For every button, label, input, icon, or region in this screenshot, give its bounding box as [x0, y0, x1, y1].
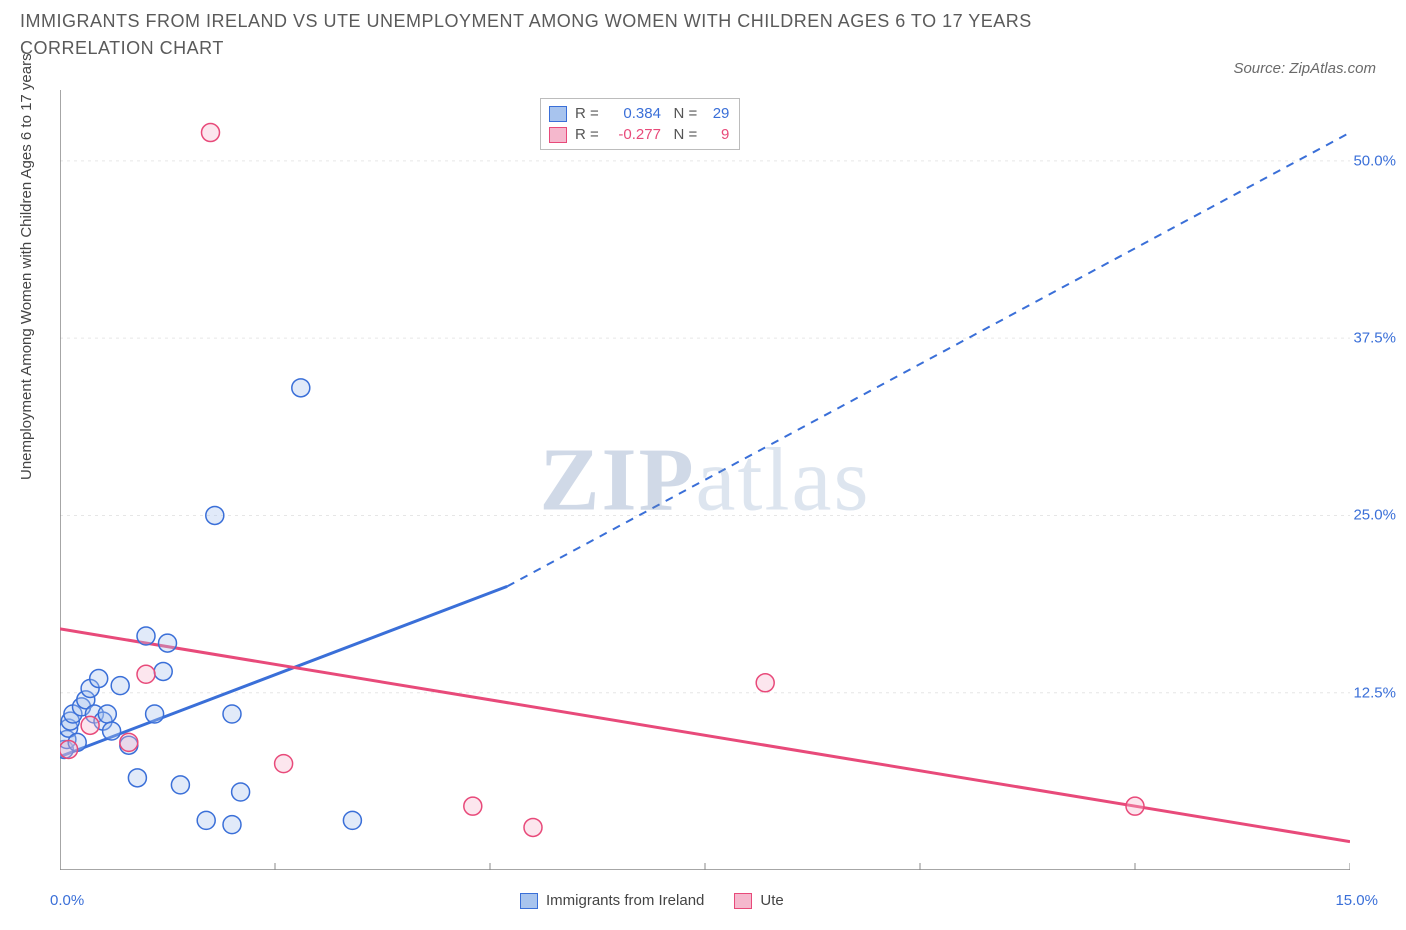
y-tick-label: 50.0% — [1353, 152, 1396, 169]
legend-swatch — [520, 893, 538, 909]
y-tick-label: 12.5% — [1353, 684, 1396, 701]
legend-stats: R = 0.384 N = 29 — [575, 103, 729, 124]
source-label: Source: ZipAtlas.com — [1233, 60, 1376, 77]
scatter-plot: ZIPatlas — [60, 90, 1350, 870]
y-tick-label: 25.0% — [1353, 507, 1396, 524]
chart-title: IMMIGRANTS FROM IRELAND VS UTE UNEMPLOYM… — [20, 8, 1120, 62]
x-axis-max-label: 15.0% — [1335, 892, 1378, 909]
legend-item: Ute — [734, 892, 783, 909]
legend-swatch — [734, 893, 752, 909]
legend-swatch — [549, 127, 567, 143]
y-axis-label: Unemployment Among Women with Children A… — [18, 53, 35, 480]
correlation-legend: R = 0.384 N = 29R = -0.277 N = 9 — [540, 98, 740, 150]
x-axis-min-label: 0.0% — [50, 892, 84, 909]
series-legend: Immigrants from Ireland Ute — [520, 892, 784, 909]
legend-item: Immigrants from Ireland — [520, 892, 704, 909]
legend-label: Immigrants from Ireland — [546, 892, 704, 909]
legend-stats: R = -0.277 N = 9 — [575, 124, 729, 145]
y-tick-label: 37.5% — [1353, 330, 1396, 347]
legend-label: Ute — [760, 892, 783, 909]
legend-swatch — [549, 106, 567, 122]
